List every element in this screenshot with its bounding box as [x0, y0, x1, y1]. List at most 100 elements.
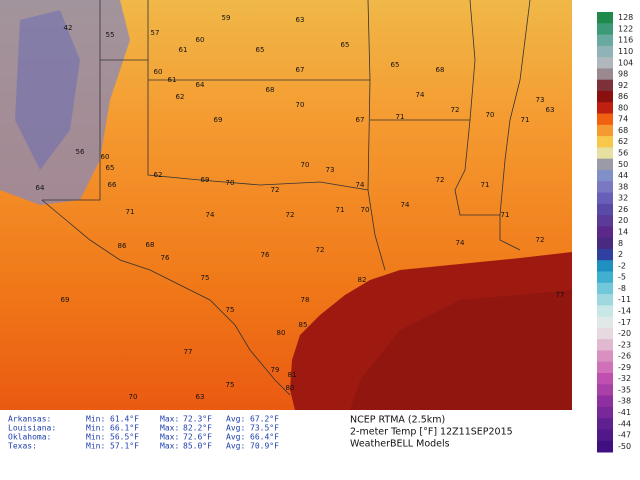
- colorbar-label: 128: [618, 13, 633, 22]
- colorbar-label: 50: [618, 160, 628, 169]
- colorbar-label: -8: [618, 284, 626, 293]
- color-swatch: [597, 373, 613, 385]
- stats-table: Arkansas: Min: 61.4°F Max: 72.3°F Avg: 67.2°F L…: [8, 415, 279, 451]
- color-swatch: [597, 90, 613, 103]
- color-swatch: [597, 147, 613, 160]
- colorbar-label: 92: [618, 81, 628, 90]
- color-swatch: [597, 45, 613, 58]
- table-cell: Min:: [86, 424, 105, 433]
- station-value: 59: [222, 14, 231, 22]
- station-value: 74: [456, 239, 465, 247]
- title-line: WeatherBELL Models: [350, 439, 450, 450]
- colorbar-label: -5: [618, 273, 626, 282]
- station-value: 72: [316, 246, 325, 254]
- station-value: 85: [299, 321, 308, 329]
- station-value: 74: [356, 181, 365, 189]
- title: NCEP RTMA (2.5km)2-meter Temp [°F] 12Z11…: [350, 415, 513, 450]
- colorbar-label: 98: [618, 70, 628, 79]
- station-value: 68: [146, 241, 155, 249]
- table-cell: 56.5°F: [110, 433, 139, 442]
- station-value: 56: [76, 148, 85, 156]
- station-value: 61: [179, 46, 188, 54]
- title-line: 2-meter Temp [°F] 12Z11SEP2015: [350, 427, 513, 438]
- station-value: 77: [184, 348, 193, 356]
- gulf-deep: [350, 290, 572, 410]
- colorbar-label: 68: [618, 126, 628, 135]
- station-value: 71: [396, 113, 405, 121]
- table-cell: Min:: [86, 442, 105, 451]
- colorbar-label: -20: [618, 329, 631, 338]
- colorbar-label: -41: [618, 408, 631, 417]
- color-swatch: [597, 327, 613, 340]
- station-value: 70: [226, 179, 235, 187]
- colorbar-label: -2: [618, 261, 626, 270]
- color-swatch: [597, 215, 613, 227]
- colorbar-label: -32: [618, 374, 631, 383]
- station-value: 73: [326, 166, 335, 174]
- station-value: 71: [501, 211, 510, 219]
- table-cell: Avg:: [226, 415, 245, 424]
- color-swatch: [597, 79, 613, 92]
- station-value: 78: [301, 296, 310, 304]
- colorbar-label: 62: [618, 137, 628, 146]
- station-value: 60: [196, 36, 205, 44]
- colorbar-label: 122: [618, 24, 633, 33]
- station-value: 76: [161, 254, 170, 262]
- table-cell: Louisiana:: [8, 424, 56, 433]
- table-cell: 73.5°F: [250, 424, 279, 433]
- table-cell: Oklahoma:: [8, 433, 51, 442]
- station-value: 70: [296, 101, 305, 109]
- station-value: 72: [536, 236, 545, 244]
- station-value: 62: [176, 93, 185, 101]
- colorbar-label: -50: [618, 442, 631, 451]
- table-cell: 57.1°F: [110, 442, 139, 451]
- station-value: 70: [486, 111, 495, 119]
- colorbar-label: -14: [618, 306, 631, 315]
- colorbar-label: -47: [618, 431, 631, 440]
- color-swatch: [597, 260, 613, 272]
- color-swatch: [597, 316, 613, 329]
- colorbar-label: 26: [618, 205, 628, 214]
- color-swatch: [597, 192, 613, 205]
- color-swatch: [597, 237, 613, 250]
- color-swatch: [597, 418, 613, 430]
- color-swatch: [597, 102, 613, 115]
- colorbar-label: 14: [618, 228, 628, 237]
- color-swatch: [597, 361, 613, 374]
- colorbar-label: -35: [618, 385, 631, 394]
- table-cell: Arkansas:: [8, 415, 51, 424]
- table-cell: Avg:: [226, 442, 245, 451]
- colorbar-label: 38: [618, 182, 628, 191]
- colorbar-label: 80: [618, 103, 628, 112]
- station-value: 81: [288, 371, 297, 379]
- colorbar-label: -38: [618, 397, 631, 406]
- station-value: 66: [108, 181, 117, 189]
- colorbar-label: 8: [618, 239, 623, 248]
- colorbar-label: 74: [618, 115, 628, 124]
- station-value: 75: [201, 274, 210, 282]
- color-swatch: [597, 294, 613, 306]
- colorbar-label: 110: [618, 47, 633, 56]
- station-value: 55: [106, 31, 115, 39]
- station-value: 70: [129, 393, 138, 401]
- station-value: 70: [301, 161, 310, 169]
- station-value: 75: [226, 381, 235, 389]
- colorbar-label: -11: [618, 295, 631, 304]
- colorbar-label: 104: [618, 58, 633, 67]
- station-value: 57: [151, 29, 160, 37]
- color-swatch: [597, 57, 613, 69]
- color-swatch: [597, 305, 613, 318]
- station-value: 80: [286, 384, 295, 392]
- colorbar-label: -17: [618, 318, 631, 327]
- table-cell: 70.9°F: [250, 442, 279, 451]
- table-cell: Avg:: [226, 433, 245, 442]
- table-cell: 66.4°F: [250, 433, 279, 442]
- table-cell: Min:: [86, 433, 105, 442]
- station-value: 62: [154, 171, 163, 179]
- station-value: 70: [361, 206, 370, 214]
- table-cell: 66.1°F: [110, 424, 139, 433]
- station-value: 82: [358, 276, 367, 284]
- colorbar-label: 116: [618, 36, 633, 45]
- table-cell: 82.2°F: [183, 424, 212, 433]
- colorbar-label: -23: [618, 340, 631, 349]
